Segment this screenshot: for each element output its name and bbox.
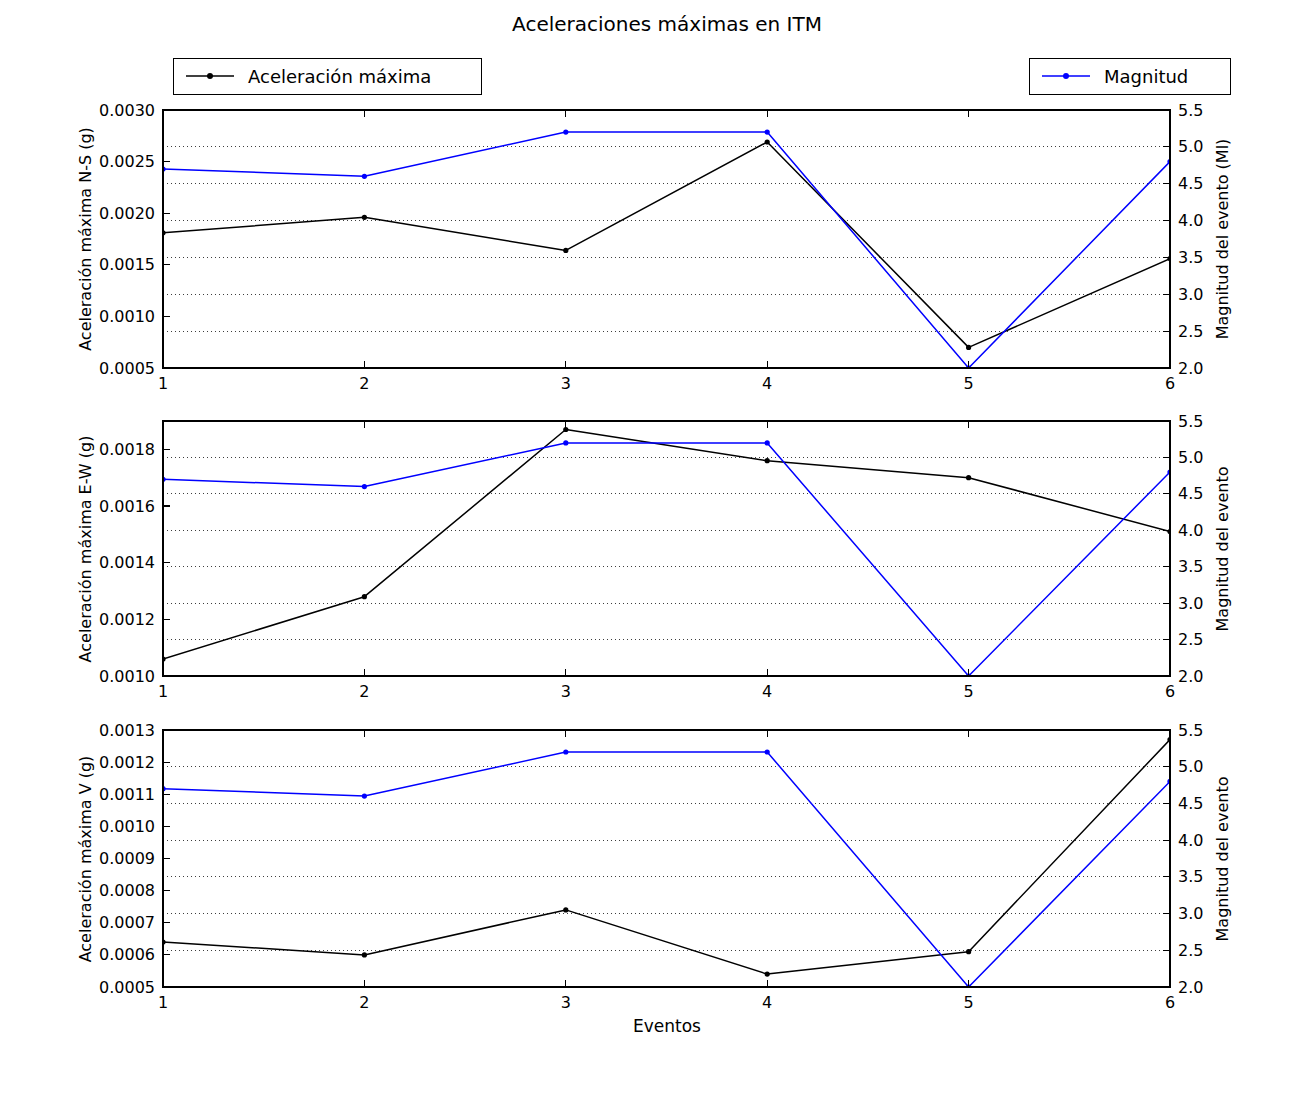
x-tick-label: 3 xyxy=(561,993,571,1012)
x-tick-label: 5 xyxy=(964,374,974,393)
series-aceleracion xyxy=(160,737,1172,977)
axes-box xyxy=(163,730,1170,987)
y-tick-label-left: 0.0009 xyxy=(99,849,155,868)
y-tick-label-right: 5.5 xyxy=(1178,721,1203,740)
data-point-marker xyxy=(563,907,568,912)
y-tick-label-left: 0.0014 xyxy=(99,553,155,572)
y-tick-label-left: 0.0008 xyxy=(99,881,155,900)
y-tick-label-right: 3.0 xyxy=(1178,594,1203,613)
x-tick-label: 4 xyxy=(762,374,772,393)
y-tick-label-right: 5.0 xyxy=(1178,757,1203,776)
y-tick-label-left: 0.0015 xyxy=(99,255,155,274)
y-tick-label-right: 5.5 xyxy=(1178,101,1203,120)
y-tick-label-right: 3.5 xyxy=(1178,867,1203,886)
series-line xyxy=(163,132,1170,368)
series-aceleracion xyxy=(160,427,1172,662)
x-tick-label: 3 xyxy=(561,682,571,701)
x-tick-label: 1 xyxy=(158,993,168,1012)
y-tick-label-right: 4.0 xyxy=(1178,521,1203,540)
y-tick-label-left: 0.0010 xyxy=(99,817,155,836)
y-tick-label-right: 2.0 xyxy=(1178,359,1203,378)
axes-box xyxy=(163,110,1170,368)
y-tick-label-right: 5.0 xyxy=(1178,137,1203,156)
data-point-marker xyxy=(362,794,367,799)
x-tick-label: 6 xyxy=(1165,682,1175,701)
data-point-marker xyxy=(966,475,971,480)
y-tick-label-right: 4.5 xyxy=(1178,484,1203,503)
x-tick-label: 1 xyxy=(158,682,168,701)
y-tick-label-right: 4.0 xyxy=(1178,831,1203,850)
x-tick-label: 1 xyxy=(158,374,168,393)
series-magnitud xyxy=(160,130,1172,371)
y-tick-label-right: 3.0 xyxy=(1178,904,1203,923)
data-point-marker xyxy=(966,345,971,350)
data-point-marker xyxy=(362,174,367,179)
data-point-marker xyxy=(563,440,568,445)
y-tick-label-left: 0.0016 xyxy=(99,497,155,516)
x-tick-label: 2 xyxy=(359,374,369,393)
y-tick-label-left: 0.0006 xyxy=(99,945,155,964)
x-tick-label: 5 xyxy=(964,682,974,701)
axes-box xyxy=(163,421,1170,676)
figure: Aceleraciones máximas en ITM Aceleración… xyxy=(0,0,1300,1100)
y-tick-label-left: 0.0013 xyxy=(99,721,155,740)
data-point-marker xyxy=(362,484,367,489)
data-point-marker xyxy=(765,139,770,144)
series-line xyxy=(163,740,1170,975)
y-tick-label-right: 5.0 xyxy=(1178,448,1203,467)
y-tick-label-left: 0.0005 xyxy=(99,978,155,997)
y-tick-label-left: 0.0018 xyxy=(99,440,155,459)
subplot-3: 1 2 3 4 5 6 0.0005 0.0006 0.0007 0.0008 0.0009 0.00… xyxy=(99,721,1203,1013)
series-aceleracion xyxy=(160,139,1172,350)
data-point-marker xyxy=(563,130,568,135)
y-tick-label-right: 2.0 xyxy=(1178,667,1203,686)
x-tick-label: 6 xyxy=(1165,993,1175,1012)
data-point-marker xyxy=(563,749,568,754)
y-tick-label-left: 0.0007 xyxy=(99,913,155,932)
y-tick-label-left: 0.0012 xyxy=(99,753,155,772)
y-tick-label-left: 0.0011 xyxy=(99,785,155,804)
y-tick-label-left: 0.0030 xyxy=(99,101,155,120)
data-point-marker xyxy=(765,458,770,463)
x-tick-label: 3 xyxy=(561,374,571,393)
x-tick-label: 2 xyxy=(359,682,369,701)
x-tick-label: 2 xyxy=(359,993,369,1012)
y-tick-label-right: 2.5 xyxy=(1178,322,1203,341)
data-point-marker xyxy=(563,248,568,253)
y-tick-label-right: 5.5 xyxy=(1178,412,1203,431)
x-tick-label: 4 xyxy=(762,682,772,701)
subplot-2: 1 2 3 4 5 6 0.0010 0.0012 0.0014 0.0016 0.0018 2.0 2… xyxy=(99,412,1203,702)
y-tick-label-right: 3.5 xyxy=(1178,248,1203,267)
y-tick-label-left: 0.0020 xyxy=(99,204,155,223)
data-point-marker xyxy=(765,972,770,977)
y-tick-label-left: 0.0005 xyxy=(99,359,155,378)
data-point-marker xyxy=(362,594,367,599)
x-tick-label: 5 xyxy=(964,993,974,1012)
y-tick-label-right: 3.5 xyxy=(1178,557,1203,576)
subplot-1: 1 2 3 4 5 6 0.0005 0.0010 0.0015 0.0020 0.0025 0.00… xyxy=(99,101,1203,394)
y-tick-label-left: 0.0012 xyxy=(99,610,155,629)
x-tick-label: 6 xyxy=(1165,374,1175,393)
data-point-marker xyxy=(765,749,770,754)
y-tick-label-right: 3.0 xyxy=(1178,285,1203,304)
series-magnitud xyxy=(160,440,1172,678)
data-point-marker xyxy=(362,215,367,220)
x-tick-label: 4 xyxy=(762,993,772,1012)
y-tick-label-left: 0.0025 xyxy=(99,152,155,171)
data-point-marker xyxy=(362,952,367,957)
data-point-marker xyxy=(966,949,971,954)
y-tick-label-right: 4.5 xyxy=(1178,174,1203,193)
series-magnitud xyxy=(160,749,1172,989)
data-point-marker xyxy=(765,130,770,135)
y-tick-label-right: 4.5 xyxy=(1178,794,1203,813)
y-tick-label-right: 2.0 xyxy=(1178,978,1203,997)
y-tick-label-left: 0.0010 xyxy=(99,667,155,686)
y-tick-label-left: 0.0010 xyxy=(99,307,155,326)
data-point-marker xyxy=(765,440,770,445)
y-tick-label-right: 2.5 xyxy=(1178,941,1203,960)
series-line xyxy=(163,443,1170,676)
plot-area: 1 2 3 4 5 6 0.0005 0.0010 0.0015 0.0020 0.0025 0.00… xyxy=(0,0,1300,1100)
y-tick-label-right: 2.5 xyxy=(1178,630,1203,649)
y-tick-label-right: 4.0 xyxy=(1178,211,1203,230)
